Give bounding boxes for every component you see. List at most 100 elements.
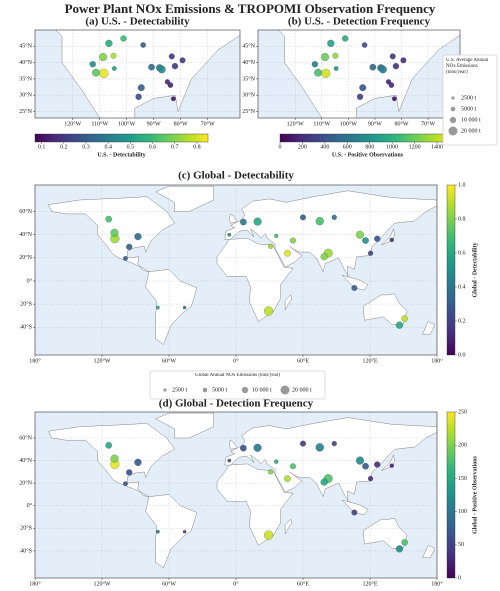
plant bbox=[89, 61, 96, 68]
plant bbox=[135, 93, 142, 100]
plant bbox=[333, 66, 339, 71]
x-tick-label: 120°E bbox=[362, 580, 377, 587]
plant bbox=[284, 475, 291, 482]
legend-box bbox=[442, 54, 498, 146]
plant bbox=[320, 478, 328, 486]
land bbox=[284, 518, 293, 535]
colorbar-tick-label: 0.0 bbox=[458, 352, 466, 358]
colorbar-tick-label: 1200 bbox=[409, 144, 421, 150]
plant bbox=[182, 530, 187, 534]
plant bbox=[342, 35, 349, 42]
y-tick-label: 45°N bbox=[242, 43, 255, 50]
plant bbox=[389, 463, 394, 468]
x-tick-label: 60°W bbox=[162, 357, 176, 364]
land bbox=[155, 186, 214, 212]
colorbar-tick-label: 100 bbox=[458, 509, 467, 515]
plant bbox=[120, 35, 127, 42]
plant bbox=[331, 214, 337, 220]
y-tick-label: 40°N bbox=[19, 457, 32, 464]
plant bbox=[284, 249, 291, 257]
plant bbox=[99, 68, 109, 78]
plant bbox=[134, 232, 142, 241]
plant bbox=[395, 545, 404, 553]
colorbar bbox=[34, 133, 209, 143]
colorbar-tick-label: 400 bbox=[320, 144, 329, 150]
colorbar-tick-label: 250 bbox=[458, 409, 467, 415]
plant bbox=[320, 53, 329, 62]
plant bbox=[321, 68, 331, 78]
plant bbox=[264, 306, 274, 316]
legend-title: Global Annual NOx Emissions (tons/year) bbox=[195, 373, 280, 378]
map-frame bbox=[34, 184, 438, 356]
colorbar-tick-label: 800 bbox=[365, 144, 374, 150]
plant bbox=[105, 442, 112, 449]
y-tick-label: 40°N bbox=[19, 231, 32, 238]
y-tick-label: 25°N bbox=[242, 108, 255, 115]
plant bbox=[182, 305, 187, 310]
y-tick-label: 20°N bbox=[19, 480, 32, 487]
plant bbox=[290, 463, 296, 470]
plant bbox=[369, 63, 377, 71]
land bbox=[422, 545, 436, 558]
plant bbox=[401, 539, 408, 546]
y-tick-label: 20°S bbox=[20, 525, 32, 532]
legend-size-marker bbox=[448, 126, 458, 136]
plant bbox=[392, 96, 397, 102]
x-tick-label: 180° bbox=[29, 357, 41, 364]
legend-size-marker bbox=[280, 385, 290, 395]
y-tick-label: 40°S bbox=[20, 324, 32, 331]
colorbar-tick-label: 0.2 bbox=[458, 318, 466, 324]
plant bbox=[155, 305, 160, 310]
map-area bbox=[35, 412, 437, 578]
colorbar-tick-label: 0 bbox=[279, 144, 282, 150]
plant bbox=[157, 65, 166, 74]
plant bbox=[401, 315, 408, 322]
plant bbox=[300, 440, 306, 447]
x-tick-label: 60°E bbox=[297, 580, 309, 587]
plant bbox=[111, 66, 117, 71]
legend-label: 20 000 t bbox=[461, 128, 481, 134]
land bbox=[363, 517, 408, 549]
legend-size-marker bbox=[449, 116, 457, 124]
plant bbox=[300, 214, 306, 221]
y-tick-label: 25°N bbox=[19, 108, 32, 115]
colorbar-tick-label: 150 bbox=[458, 476, 467, 482]
y-tick-label: 35°N bbox=[242, 75, 255, 82]
colorbar-tick-label: 1.0 bbox=[458, 182, 466, 188]
x-tick-label: 60°E bbox=[297, 357, 309, 364]
colorbar-label: U.S. - Positive Observations bbox=[332, 152, 404, 158]
plant bbox=[400, 57, 407, 64]
legend-label: 2500 t bbox=[461, 95, 477, 101]
plant bbox=[268, 469, 274, 475]
colorbar-tick-label: 0.4 bbox=[458, 284, 466, 290]
x-tick-label: 120°W bbox=[93, 580, 110, 587]
colorbar-tick-label: 1400 bbox=[431, 144, 443, 150]
legend-title: U.S. Average Annual NOx Emissions (tons/… bbox=[446, 58, 489, 75]
plant bbox=[362, 462, 369, 470]
land bbox=[55, 30, 240, 118]
plant bbox=[167, 82, 174, 88]
colorbar-tick-label: 0 bbox=[458, 575, 461, 581]
plant bbox=[253, 217, 262, 226]
panel-title: (b) U.S. - Detection Frequency bbox=[288, 16, 431, 28]
x-tick-label: 120°W bbox=[93, 357, 110, 364]
plant bbox=[134, 458, 142, 466]
x-tick-label: 120°W bbox=[287, 120, 304, 127]
plant bbox=[240, 444, 247, 452]
plant bbox=[179, 57, 186, 64]
colorbar-tick-label: 1000 bbox=[386, 144, 398, 150]
plant bbox=[367, 250, 374, 256]
plant bbox=[92, 68, 100, 77]
plant bbox=[253, 443, 262, 452]
colorbar-tick-label: 50 bbox=[458, 542, 464, 548]
colorbar bbox=[446, 411, 456, 579]
plant bbox=[374, 461, 381, 468]
plant bbox=[240, 218, 247, 226]
land bbox=[278, 30, 460, 118]
plant bbox=[367, 476, 374, 482]
legend-title-box: U.S. Average Annual NOx Emissions (tons/… bbox=[446, 58, 489, 75]
plant bbox=[331, 441, 337, 447]
colorbar-label: U.S. - Detectability bbox=[97, 152, 145, 158]
colorbar-label: Global - Positive Observations bbox=[472, 455, 478, 533]
x-tick-label: 0° bbox=[233, 357, 239, 364]
